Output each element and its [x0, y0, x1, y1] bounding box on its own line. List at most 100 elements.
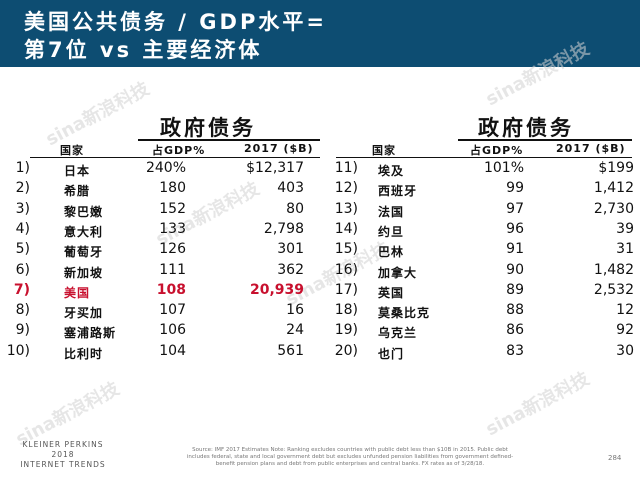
col-header-debt: 2017 ($B) — [244, 142, 314, 155]
table-row: 12) 西班牙 99 1,412 — [322, 180, 640, 200]
country-cell: 埃及 — [378, 164, 405, 178]
source-note: Source: IMF 2017 Estimates Note: Ranking… — [186, 447, 514, 467]
header-banner: 美国公共债务 / GDP水平= 第7位 vs 主要经济体 — [0, 0, 640, 67]
rank-cell: 10) — [6, 342, 30, 359]
rank-cell: 2) — [15, 180, 30, 197]
pct-cell: 104 — [159, 342, 186, 359]
rank-cell: 13) — [334, 200, 358, 217]
debt-cell: 24 — [286, 322, 304, 339]
debt-cell: 301 — [277, 241, 304, 258]
pct-cell: 111 — [159, 261, 186, 278]
rank-cell: 15) — [334, 241, 358, 258]
page-number: 284 — [608, 454, 622, 462]
header-rule-right — [336, 157, 632, 158]
table-row: 6) 新加坡 111 362 — [0, 262, 320, 282]
pct-cell: 96 — [506, 220, 524, 237]
pct-cell: 152 — [159, 200, 186, 217]
country-cell: 巴林 — [378, 245, 405, 260]
country-cell: 葡萄牙 — [64, 245, 104, 260]
country-cell: 比利时 — [64, 346, 104, 361]
debt-cell: 31 — [616, 241, 634, 258]
kp-logo: KLEINER PERKINS 2018 INTERNET TRENDS — [8, 440, 118, 470]
country-cell: 加拿大 — [378, 265, 418, 280]
table-row: 13) 法国 97 2,730 — [322, 201, 640, 221]
debt-cell: 92 — [616, 322, 634, 339]
table-row: 5) 葡萄牙 126 301 — [0, 241, 320, 261]
rank-cell: 3) — [15, 200, 30, 217]
table-row: 20) 也门 83 30 — [322, 343, 640, 363]
slide-title-line1: 美国公共债务 / GDP水平= — [24, 10, 327, 34]
pct-cell: 101% — [483, 160, 524, 176]
country-cell: 莫桑比克 — [378, 306, 431, 321]
table-row: 14) 约旦 96 39 — [322, 221, 640, 241]
slide-title-line2: 第7位 vs 主要经济体 — [24, 38, 263, 62]
logo-line3: INTERNET TRENDS — [20, 460, 106, 469]
col-header-pct: 占GDP% — [470, 144, 524, 157]
rank-cell: 7) — [13, 281, 30, 298]
rank-cell: 6) — [15, 261, 30, 278]
table-row: 10) 比利时 104 561 — [0, 343, 320, 363]
rank-cell: 8) — [15, 302, 30, 319]
pct-cell: 126 — [159, 241, 186, 258]
pct-cell: 97 — [506, 200, 524, 217]
country-cell: 希腊 — [64, 184, 91, 199]
rank-cell: 14) — [334, 220, 358, 237]
country-cell: 牙买加 — [64, 306, 104, 321]
col-header-pct: 占GDP% — [152, 144, 206, 157]
watermark: sina新浪科技 — [42, 78, 153, 151]
pct-cell: 107 — [159, 302, 186, 319]
rank-cell: 5) — [15, 241, 30, 258]
rank-cell: 4) — [15, 220, 30, 237]
pct-cell: 89 — [506, 281, 524, 298]
table-row: 15) 巴林 91 31 — [322, 241, 640, 261]
logo-line1: KLEINER PERKINS — [22, 440, 104, 449]
pct-cell: 88 — [506, 302, 524, 319]
country-cell: 法国 — [378, 204, 405, 219]
debt-cell: 2,798 — [263, 220, 304, 237]
title-rule-right — [458, 139, 632, 141]
country-cell: 塞浦路斯 — [64, 326, 117, 341]
table-row: 3) 黎巴嫩 152 80 — [0, 201, 320, 221]
rank-cell: 9) — [15, 322, 30, 339]
rank-cell: 17) — [334, 281, 358, 298]
table-row: 1) 日本 240% $12,317 — [0, 160, 320, 180]
logo-line2: 2018 — [51, 450, 75, 459]
col-header-country: 国家 — [372, 144, 396, 157]
table-row: 2) 希腊 180 403 — [0, 180, 320, 200]
country-cell: 美国 — [64, 285, 91, 300]
pct-cell: 180 — [159, 180, 186, 197]
country-cell: 约旦 — [378, 224, 405, 239]
col-header-country: 国家 — [60, 144, 84, 157]
debt-cell: 403 — [277, 180, 304, 197]
pct-cell: 91 — [506, 241, 524, 258]
pct-cell: 108 — [156, 281, 186, 298]
table-row: 8) 牙买加 107 16 — [0, 302, 320, 322]
table-row: 18) 莫桑比克 88 12 — [322, 302, 640, 322]
country-cell: 也门 — [378, 346, 405, 361]
debt-cell: 561 — [277, 342, 304, 359]
title-rule-left — [138, 139, 320, 141]
debt-cell: 39 — [616, 220, 634, 237]
debt-cell: 2,730 — [593, 200, 634, 217]
section-title-right: 政府债务 — [478, 116, 574, 140]
rank-cell: 19) — [334, 322, 358, 339]
country-cell: 乌克兰 — [378, 326, 418, 341]
rank-cell: 12) — [334, 180, 358, 197]
country-cell: 日本 — [64, 164, 91, 178]
table-row: 16) 加拿大 90 1,482 — [322, 262, 640, 282]
country-cell: 新加坡 — [64, 265, 104, 280]
pct-cell: 99 — [506, 180, 524, 197]
pct-cell: 83 — [506, 342, 524, 359]
section-title-left: 政府债务 — [160, 116, 256, 140]
table-row: 19) 乌克兰 86 92 — [322, 322, 640, 342]
header-rule-left — [30, 157, 320, 158]
country-cell: 黎巴嫩 — [64, 204, 104, 219]
debt-cell: $199 — [598, 160, 634, 176]
debt-cell: 80 — [286, 200, 304, 217]
debt-cell: $12,317 — [246, 160, 304, 176]
debt-cell: 2,532 — [593, 281, 634, 298]
table-row: 7) 美国 108 20,939 — [0, 282, 320, 302]
col-header-debt: 2017 ($B) — [556, 142, 626, 155]
rank-cell: 16) — [334, 261, 358, 278]
table-row: 9) 塞浦路斯 106 24 — [0, 322, 320, 342]
